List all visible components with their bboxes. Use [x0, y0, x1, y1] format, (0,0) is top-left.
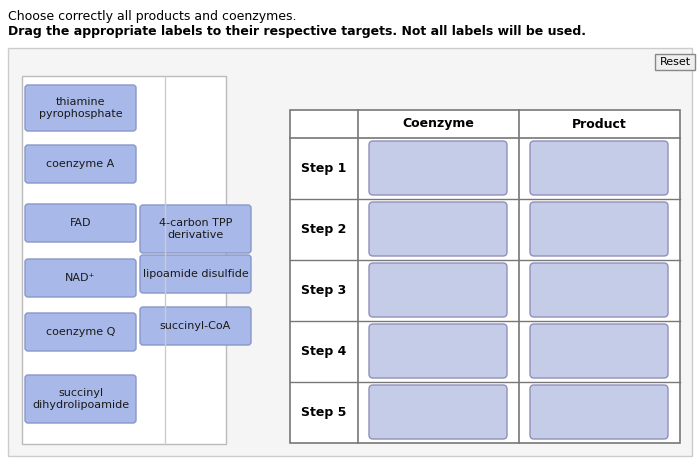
FancyBboxPatch shape — [140, 307, 251, 345]
FancyBboxPatch shape — [530, 141, 668, 195]
Text: Step 4: Step 4 — [301, 345, 346, 358]
Text: Step 2: Step 2 — [301, 223, 346, 236]
Text: NAD⁺: NAD⁺ — [65, 273, 96, 283]
Text: Step 3: Step 3 — [302, 284, 346, 297]
Bar — [290, 110, 680, 443]
Text: Coenzyme: Coenzyme — [402, 117, 475, 131]
FancyBboxPatch shape — [25, 259, 136, 297]
Text: coenzyme Q: coenzyme Q — [46, 327, 116, 337]
FancyBboxPatch shape — [369, 263, 507, 317]
FancyBboxPatch shape — [530, 324, 668, 378]
Text: Drag the appropriate labels to their respective targets. Not all labels will be : Drag the appropriate labels to their res… — [8, 25, 586, 38]
FancyBboxPatch shape — [369, 202, 507, 256]
FancyBboxPatch shape — [25, 313, 136, 351]
Text: Choose correctly all products and coenzymes.: Choose correctly all products and coenzy… — [8, 10, 297, 23]
FancyBboxPatch shape — [25, 85, 136, 131]
FancyBboxPatch shape — [655, 54, 695, 70]
FancyBboxPatch shape — [25, 375, 136, 423]
Text: succinyl-CoA: succinyl-CoA — [160, 321, 231, 331]
Bar — [8, 48, 692, 456]
FancyBboxPatch shape — [140, 255, 251, 293]
FancyBboxPatch shape — [369, 141, 507, 195]
Text: thiamine
pyrophosphate: thiamine pyrophosphate — [38, 97, 122, 119]
Text: Step 5: Step 5 — [301, 406, 346, 419]
Text: FAD: FAD — [70, 218, 91, 228]
FancyBboxPatch shape — [25, 145, 136, 183]
Text: Product: Product — [572, 117, 627, 131]
FancyBboxPatch shape — [369, 385, 507, 439]
Bar — [22, 76, 226, 444]
Text: succinyl
dihydrolipoamide: succinyl dihydrolipoamide — [32, 388, 129, 410]
FancyBboxPatch shape — [369, 324, 507, 378]
FancyBboxPatch shape — [140, 205, 251, 253]
FancyBboxPatch shape — [25, 204, 136, 242]
FancyBboxPatch shape — [530, 385, 668, 439]
Text: coenzyme A: coenzyme A — [46, 159, 115, 169]
FancyBboxPatch shape — [530, 263, 668, 317]
Text: 4-carbon TPP
derivative: 4-carbon TPP derivative — [159, 218, 232, 240]
Text: Reset: Reset — [659, 57, 691, 67]
Text: Step 1: Step 1 — [301, 162, 346, 175]
Text: lipoamide disulfide: lipoamide disulfide — [143, 269, 248, 279]
FancyBboxPatch shape — [530, 202, 668, 256]
